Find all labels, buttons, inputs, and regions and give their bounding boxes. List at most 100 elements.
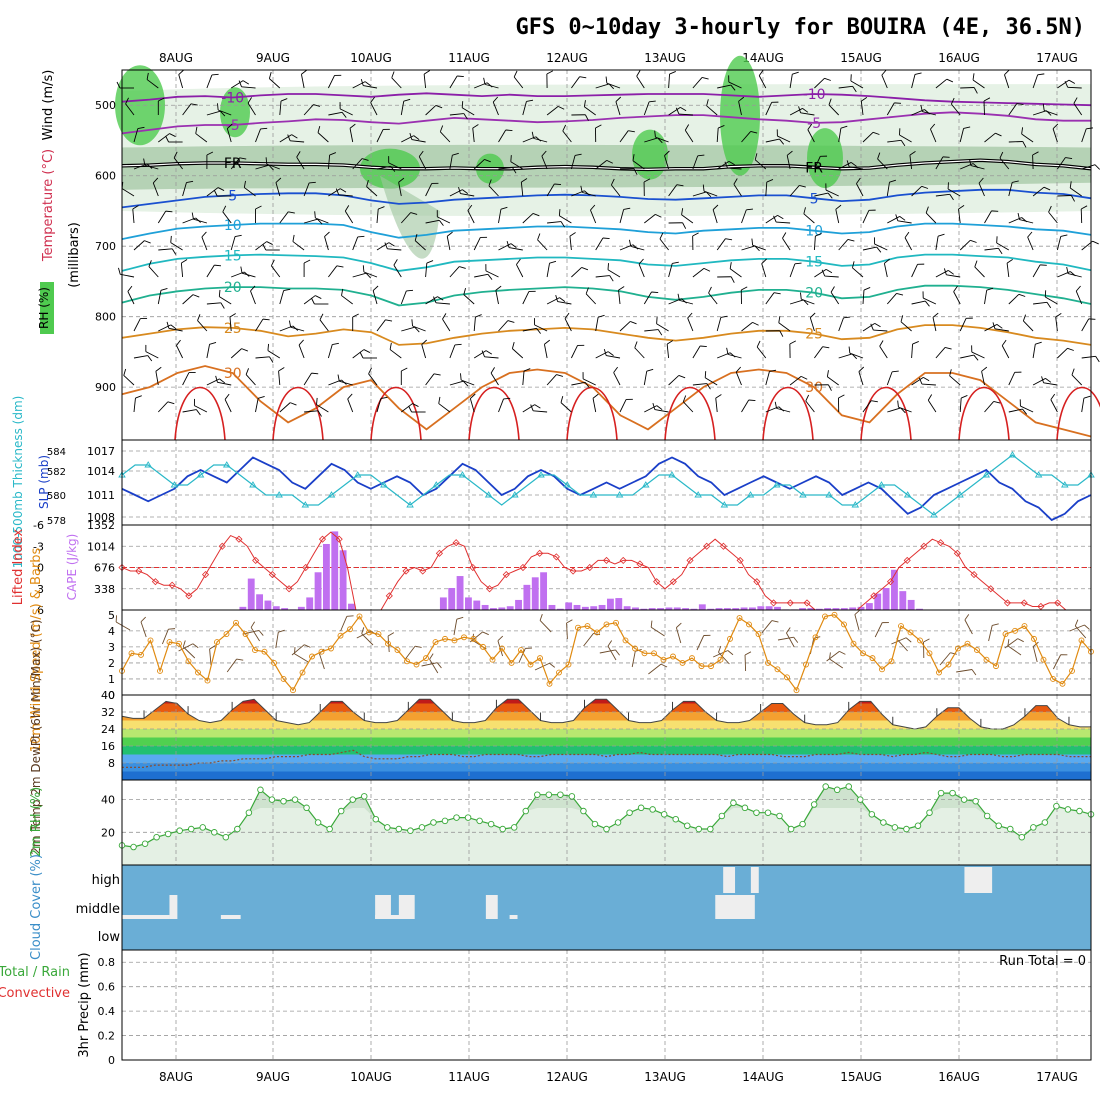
rh-marker (522, 807, 530, 815)
rh-shade-mid (380, 175, 440, 259)
barb-flag (523, 368, 531, 372)
barb-shaft (290, 326, 305, 332)
wind-speed-marker (974, 647, 980, 654)
wind-barb-10m (675, 622, 682, 644)
wind-speed-marker (1050, 676, 1056, 682)
barb-flag (584, 114, 589, 121)
barb-shaft (206, 378, 220, 386)
wind-barb (570, 344, 585, 359)
cape-bar (723, 608, 731, 610)
barb-shaft (935, 193, 950, 197)
barb-flag (660, 663, 668, 668)
wind-barb (838, 316, 851, 332)
barb-shaft (226, 128, 232, 143)
barb-shaft (1050, 399, 1058, 413)
wind-barb (401, 403, 419, 413)
barb-flag (958, 205, 965, 210)
barb-shaft (370, 102, 378, 116)
wind-speed-marker (347, 626, 353, 633)
barb-shaft (449, 380, 464, 386)
isotherm-label: 5 (810, 191, 819, 207)
barb-shaft (713, 650, 728, 658)
barb-shaft (157, 210, 167, 224)
wind-speed-marker (651, 650, 657, 657)
barb-shaft (376, 165, 391, 170)
isotherm-hot (1056, 386, 1100, 441)
barb-shaft (564, 318, 572, 332)
wind-barb (862, 287, 871, 305)
thickness-marker (511, 491, 519, 498)
barb-flag (301, 69, 308, 75)
cloud-level-label: middle (76, 902, 120, 917)
barb-shaft (984, 401, 995, 413)
barb-flag (532, 213, 540, 217)
barb-flag (497, 635, 504, 642)
wind-barb (1081, 355, 1100, 363)
barb-flag (462, 189, 469, 194)
barb-flag (213, 189, 218, 197)
barb-shaft (206, 74, 213, 89)
barb-flag (357, 235, 365, 238)
wind-speed-marker (755, 631, 762, 638)
barb-flag (534, 318, 535, 325)
wind-barb (492, 96, 499, 116)
wind-barb (826, 370, 839, 386)
wind-barb (498, 167, 517, 174)
cape-bar (490, 608, 497, 610)
barb-shaft (463, 294, 475, 305)
barb-shaft (703, 190, 718, 197)
wind-barb (488, 179, 499, 197)
barb-flag (209, 645, 216, 650)
cape-bar (648, 608, 656, 610)
wind-barb (467, 204, 475, 224)
barb-flag (429, 653, 434, 660)
wind-barb (498, 243, 517, 251)
wind-barb (197, 314, 208, 332)
barb-shaft (692, 345, 701, 359)
wind-barb (911, 72, 922, 89)
wind-barb (959, 395, 968, 413)
barb-flag (932, 312, 939, 318)
rh-marker (268, 796, 276, 803)
barb-shaft (632, 160, 645, 170)
barb-flag (294, 647, 296, 654)
wind-barb (953, 285, 961, 305)
barb-flag (872, 131, 880, 135)
barb-flag (433, 373, 441, 376)
rh-marker (234, 825, 241, 833)
wind-barb (765, 214, 784, 224)
barb-flag (839, 650, 846, 655)
barb-flag (675, 107, 680, 115)
rh-marker (718, 812, 726, 820)
li-marker (903, 556, 911, 564)
wind-barb (495, 285, 502, 305)
barb-flag (143, 158, 146, 166)
wind-barb (411, 319, 426, 332)
barb-shaft (1032, 646, 1038, 663)
barb-flag (283, 288, 291, 291)
barb-flag (201, 231, 207, 238)
barb-flag (513, 70, 518, 78)
barb-flag (250, 285, 256, 292)
wind-barb (706, 99, 718, 116)
cape-bar (590, 606, 598, 610)
barb-shaft (566, 622, 568, 640)
barb-flag (1012, 180, 1019, 183)
wind-barb (618, 286, 625, 305)
barb-flag (436, 662, 442, 669)
wind-barb (959, 126, 971, 143)
barb-shaft (1081, 318, 1090, 332)
barb-shaft (862, 400, 872, 413)
barb-shaft (744, 654, 747, 672)
wind-barb (935, 270, 954, 278)
barb-flag (438, 396, 441, 404)
barb-shaft (230, 157, 240, 170)
ylabel-rh-2m: 2m RH (%) (29, 787, 44, 858)
barb-flag (152, 177, 159, 184)
wind-barb (610, 178, 621, 197)
rh-marker (949, 789, 956, 797)
wind-barb-10m (599, 649, 620, 656)
wind-barb (668, 375, 686, 386)
barb-flag (983, 97, 991, 102)
wind-barb (983, 97, 991, 116)
